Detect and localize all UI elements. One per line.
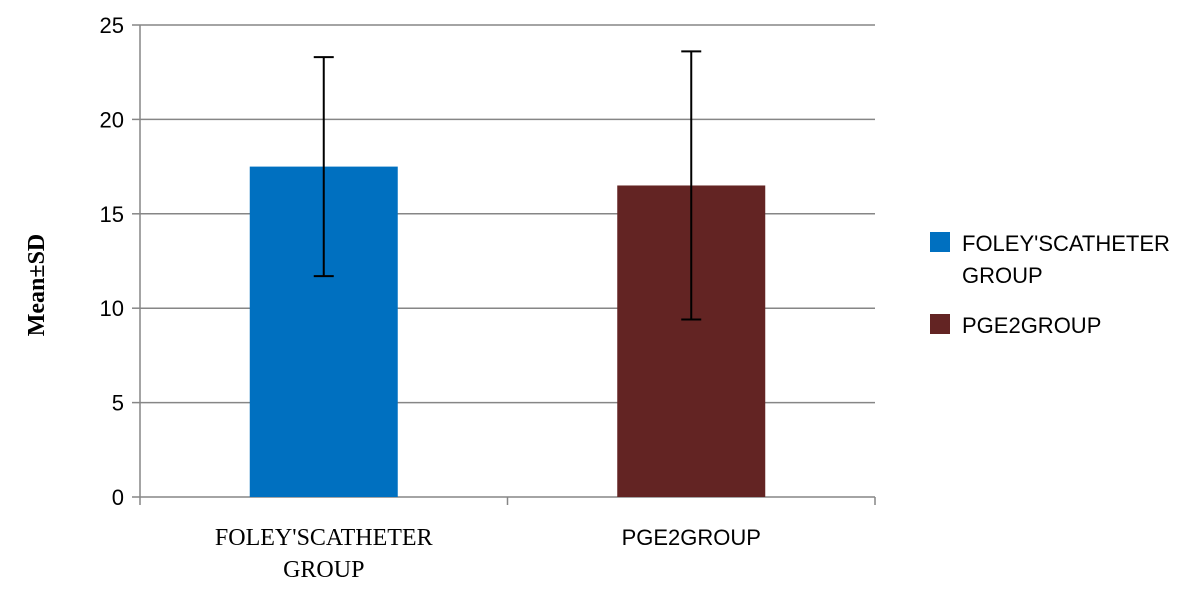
y-tick-label: 25 <box>100 13 124 38</box>
x-category-label: FOLEY'SCATHETER <box>215 525 433 551</box>
y-tick-label: 15 <box>100 202 124 227</box>
error-bar-1 <box>313 56 334 278</box>
y-tick-label: 20 <box>100 107 124 132</box>
y-axis-label: Mean±SD <box>24 234 50 337</box>
legend-item-2: PGE2GROUP <box>930 313 1101 338</box>
x-category-label: PGE2GROUP <box>622 525 761 550</box>
y-tick-labels: 0 5 10 15 20 25 <box>100 13 124 510</box>
error-bars <box>313 50 702 321</box>
legend-swatch <box>930 232 950 252</box>
legend-label: PGE2GROUP <box>962 313 1101 338</box>
x-category-label: GROUP <box>283 557 364 583</box>
legend: FOLEY'SCATHETER GROUP PGE2GROUP <box>930 231 1170 338</box>
x-category-labels: FOLEY'SCATHETER GROUP PGE2GROUP <box>215 525 761 583</box>
legend-label: GROUP <box>962 263 1043 288</box>
legend-item-1: FOLEY'SCATHETER GROUP <box>930 231 1170 288</box>
legend-label: FOLEY'SCATHETER <box>962 231 1170 256</box>
legend-swatch <box>930 314 950 334</box>
error-bar-2 <box>681 50 702 321</box>
y-tick-label: 10 <box>100 296 124 321</box>
y-tick-label: 5 <box>112 391 124 416</box>
bars <box>249 166 766 498</box>
y-tick-label: 0 <box>112 485 124 510</box>
